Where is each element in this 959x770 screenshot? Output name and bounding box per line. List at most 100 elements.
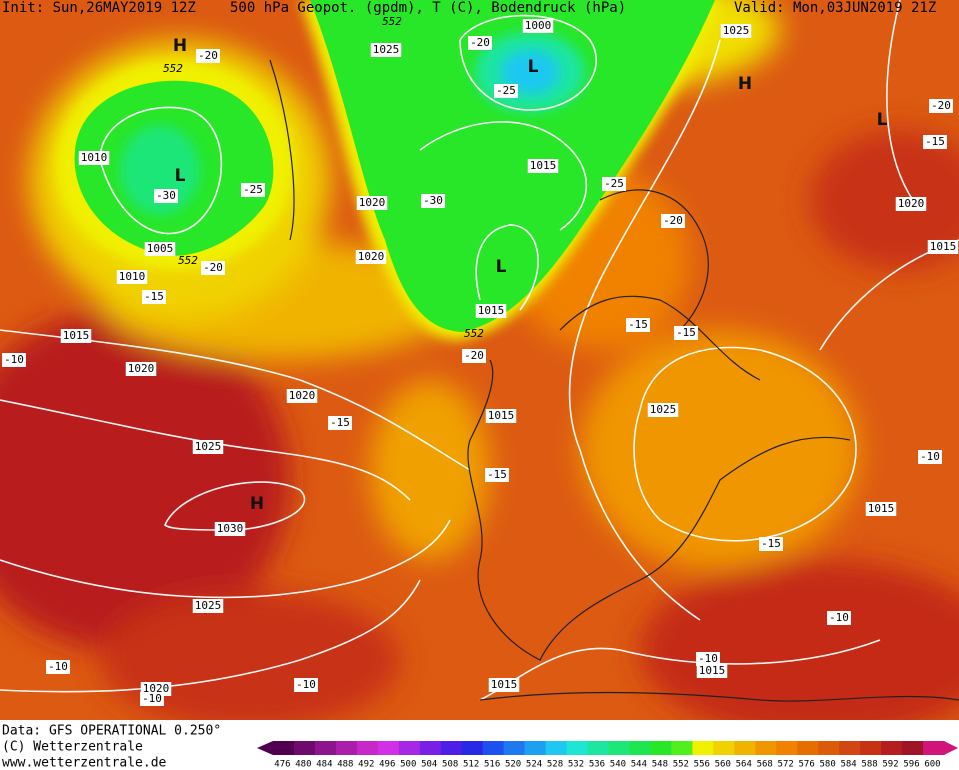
colorbar-label: 596 bbox=[903, 760, 919, 770]
colorbar-label: 548 bbox=[652, 760, 668, 770]
isobar-label-box bbox=[125, 362, 157, 376]
colorbar-cell bbox=[734, 741, 756, 755]
isobar-label-group: 1025 bbox=[192, 440, 224, 454]
temperature-label-group: -25 bbox=[241, 183, 265, 197]
temperature-label-group: -10 bbox=[918, 450, 942, 464]
temperature-label-group: -10 bbox=[46, 660, 70, 674]
temperature-label-box bbox=[154, 189, 178, 203]
isobar-label: 1020 bbox=[289, 389, 316, 402]
temperature-label-group: -20 bbox=[929, 99, 953, 113]
colorbar-label: 584 bbox=[840, 760, 856, 770]
colorbar-cell bbox=[839, 741, 861, 755]
temperature-label: -15 bbox=[761, 537, 781, 550]
colorbar-cell bbox=[293, 741, 316, 755]
colorbar-cell bbox=[755, 741, 777, 755]
temperature-label: -10 bbox=[4, 353, 24, 366]
pressure-center: L bbox=[175, 166, 186, 186]
temperature-label-box bbox=[421, 194, 445, 208]
isobar-label: 1010 bbox=[81, 151, 108, 164]
temperature-label-box bbox=[485, 468, 509, 482]
colorbar-arrow-low bbox=[257, 741, 273, 755]
isobar-label: 1015 bbox=[530, 159, 557, 172]
pressure-center: H bbox=[738, 74, 752, 94]
temperature-label-box bbox=[626, 318, 650, 332]
valid-time: Valid: Mon,03JUN2019 21Z bbox=[734, 0, 936, 16]
colorbar-cell bbox=[629, 741, 651, 755]
isobar-label-group: 1025 bbox=[192, 599, 224, 613]
map-field bbox=[0, 0, 959, 720]
temperature-label-group: -15 bbox=[142, 290, 166, 304]
isobar-label-box bbox=[720, 24, 752, 38]
colorbar-label: 532 bbox=[568, 760, 584, 770]
temperature-label: -30 bbox=[156, 189, 176, 202]
isobar-label-group: 1010 bbox=[78, 151, 110, 165]
temperature-label: -20 bbox=[203, 261, 223, 274]
isobar-label-box bbox=[355, 250, 387, 264]
colorbar-label: 592 bbox=[882, 760, 898, 770]
map-labels: 1025 1000 1015 1020 1020 1015 1010 1005 1010 1015… bbox=[2, 15, 959, 706]
colorbar-label: 516 bbox=[484, 760, 500, 770]
colorbar-label: 480 bbox=[295, 760, 311, 770]
temperature-label: -15 bbox=[144, 290, 164, 303]
temperature-label: -10 bbox=[698, 652, 718, 665]
temperature-label-group: -20 bbox=[468, 36, 492, 50]
isobar-label-box bbox=[214, 522, 246, 536]
temperature-label: -10 bbox=[142, 692, 162, 705]
temperature-label: -15 bbox=[487, 468, 507, 481]
isobar-label-box bbox=[895, 197, 927, 211]
temperature-label: -15 bbox=[925, 135, 945, 148]
isobar-label-box bbox=[78, 151, 110, 165]
temperature-label-box bbox=[929, 99, 953, 113]
isobar-label: 1015 bbox=[488, 409, 515, 422]
colorbar-label: 556 bbox=[694, 760, 710, 770]
pressure-center: H bbox=[173, 36, 187, 56]
pressure-center: L bbox=[528, 57, 539, 77]
temperature-label-box bbox=[196, 49, 220, 63]
colorbar-cell bbox=[692, 741, 714, 755]
colorbar-label: 500 bbox=[400, 760, 416, 770]
temperature-label-group: -10 bbox=[294, 678, 318, 692]
temperature-label-box bbox=[494, 84, 518, 98]
colorbar-cell bbox=[797, 741, 819, 755]
isobar-label-box bbox=[192, 440, 224, 454]
temperature-label: -15 bbox=[628, 318, 648, 331]
isobar-label: 1015 bbox=[63, 329, 90, 342]
init-time: Init: Sun,26MAY2019 12Z bbox=[2, 0, 196, 16]
data-source: Data: GFS OPERATIONAL 0.250° bbox=[2, 724, 221, 739]
isobar-label-group: 1015 bbox=[485, 409, 517, 423]
colorbar-label: 512 bbox=[463, 760, 479, 770]
isobar-label-group: 1015 bbox=[60, 329, 92, 343]
temperature-label-box bbox=[468, 36, 492, 50]
temperature-label-group: -20 bbox=[462, 349, 486, 363]
colorbar-cell bbox=[713, 741, 735, 755]
colorbar-cell bbox=[419, 741, 442, 755]
isobar-label: 1015 bbox=[478, 304, 505, 317]
colorbar-cell bbox=[545, 741, 568, 755]
colorbar-cell bbox=[902, 741, 924, 755]
colorbar-cell bbox=[273, 741, 295, 755]
colorbar-arrow-high bbox=[944, 741, 958, 755]
colorbar-label: 544 bbox=[631, 760, 647, 770]
isobar-label-box bbox=[696, 664, 728, 678]
isobar-label-group: 1020 bbox=[125, 362, 157, 376]
temperature-label: -15 bbox=[676, 326, 696, 339]
colorbar-cell bbox=[671, 741, 693, 755]
isobar-label-group: 1000 bbox=[522, 19, 554, 33]
isobar-label-group: 1025 bbox=[370, 43, 402, 57]
temperature-label-group: -15 bbox=[626, 318, 650, 332]
isobar-label-group: 1020 bbox=[356, 196, 388, 210]
isobar-label: 1015 bbox=[868, 502, 895, 515]
isobar-label-group: 1020 bbox=[895, 197, 927, 211]
isobar-label-box bbox=[927, 240, 959, 254]
temperature-label-group: -20 bbox=[201, 261, 225, 275]
temperature-label-box bbox=[462, 349, 486, 363]
isobar-label: 1020 bbox=[358, 250, 385, 263]
isobar-label-group: 1015 bbox=[488, 678, 520, 692]
height-label: 552 bbox=[178, 254, 198, 267]
isobar-label-box bbox=[144, 242, 176, 256]
isobar-label: 1015 bbox=[930, 240, 957, 253]
isobar-label-box bbox=[370, 43, 402, 57]
isobar-label-group: 1015 bbox=[527, 159, 559, 173]
isobar-label: 1025 bbox=[650, 403, 677, 416]
